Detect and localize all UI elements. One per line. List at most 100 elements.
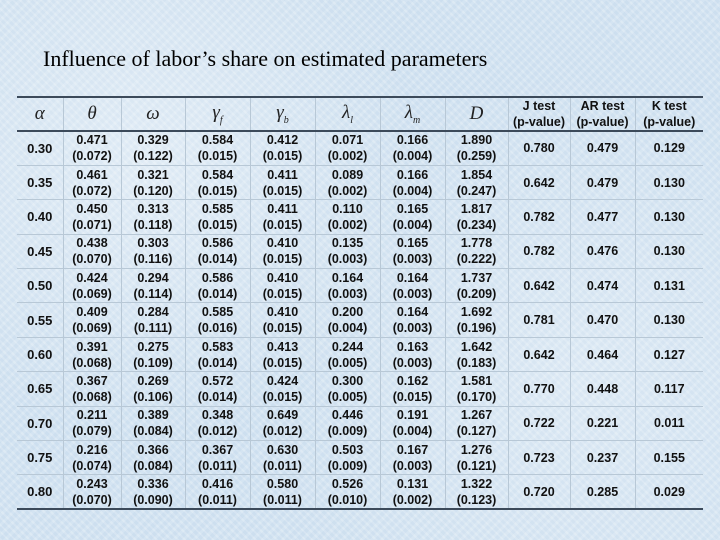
gamma-b-cell: 0.412 (0.015) xyxy=(249,131,316,166)
ar-test-cell: 0.479 xyxy=(569,165,636,200)
header-j-test: J test (p-value) xyxy=(507,97,571,131)
k-test-cell: 0.131 xyxy=(634,268,703,303)
k-test-cell: 0.130 xyxy=(634,199,703,235)
k-test-cell: 0.129 xyxy=(634,131,703,166)
lambda-l-cell: 0.071 (0.002) xyxy=(314,131,381,166)
k-test-cell: 0.130 xyxy=(634,302,703,338)
lambda-m-cell: 0.167 (0.003) xyxy=(379,440,446,475)
alpha-cell: 0.50 xyxy=(17,268,64,303)
d-cell: 1.737 (0.209) xyxy=(444,268,509,303)
lambda-l-cell: 0.526 (0.010) xyxy=(314,474,381,510)
gamma-b-cell: 0.410 (0.015) xyxy=(249,234,316,269)
ar-test-cell: 0.464 xyxy=(569,337,636,372)
gamma-f-cell: 0.367 (0.011) xyxy=(184,440,251,475)
table-row: 0.75 0.216 (0.074) 0.366 (0.084) 0.367 (0.0… xyxy=(17,440,703,475)
j-test-cell: 0.782 xyxy=(507,234,571,269)
theta-cell: 0.461 (0.072) xyxy=(62,165,122,200)
header-gamma-b: γb xyxy=(249,97,316,131)
omega-cell: 0.269 (0.106) xyxy=(120,371,186,407)
j-test-cell: 0.723 xyxy=(507,440,571,475)
lambda-m-cell: 0.165 (0.004) xyxy=(379,199,446,235)
gamma-b-cell: 0.413 (0.015) xyxy=(249,337,316,372)
alpha-cell: 0.45 xyxy=(17,234,64,269)
omega-cell: 0.329 (0.122) xyxy=(120,131,186,166)
d-cell: 1.322 (0.123) xyxy=(444,474,509,510)
lambda-m-cell: 0.163 (0.003) xyxy=(379,337,446,372)
gamma-f-cell: 0.416 (0.011) xyxy=(184,474,251,510)
header-lambda-l: λl xyxy=(314,97,381,131)
gamma-b-cell: 0.424 (0.015) xyxy=(249,371,316,407)
theta-cell: 0.243 (0.070) xyxy=(62,474,122,510)
theta-cell: 0.409 (0.069) xyxy=(62,302,122,338)
alpha-cell: 0.60 xyxy=(17,337,64,372)
lambda-m-cell: 0.131 (0.002) xyxy=(379,474,446,510)
d-cell: 1.276 (0.121) xyxy=(444,440,509,475)
ar-test-cell: 0.221 xyxy=(569,406,636,441)
ar-test-cell: 0.237 xyxy=(569,440,636,475)
lambda-l-cell: 0.200 (0.004) xyxy=(314,302,381,338)
k-test-cell: 0.011 xyxy=(634,406,703,441)
header-k-test: K test (p-value) xyxy=(634,97,703,131)
gamma-b-cell: 0.630 (0.011) xyxy=(249,440,316,475)
gamma-f-cell: 0.584 (0.015) xyxy=(184,165,251,200)
table-row: 0.60 0.391 (0.068) 0.275 (0.109) 0.583 (0.0… xyxy=(17,337,703,372)
header-lambda-m: λm xyxy=(379,97,446,131)
lambda-m-cell: 0.166 (0.004) xyxy=(379,131,446,166)
omega-cell: 0.389 (0.084) xyxy=(120,406,186,441)
alpha-cell: 0.30 xyxy=(17,131,64,166)
alpha-cell: 0.80 xyxy=(17,474,64,510)
lambda-l-cell: 0.089 (0.002) xyxy=(314,165,381,200)
omega-cell: 0.275 (0.109) xyxy=(120,337,186,372)
j-test-cell: 0.782 xyxy=(507,199,571,235)
k-test-cell: 0.029 xyxy=(634,474,703,510)
gamma-b-cell: 0.411 (0.015) xyxy=(249,165,316,200)
d-cell: 1.817 (0.234) xyxy=(444,199,509,235)
d-cell: 1.692 (0.196) xyxy=(444,302,509,338)
gamma-f-cell: 0.584 (0.015) xyxy=(184,131,251,166)
table-row: 0.65 0.367 (0.068) 0.269 (0.106) 0.572 (0.0… xyxy=(17,371,703,407)
theta-cell: 0.450 (0.071) xyxy=(62,199,122,235)
ar-test-cell: 0.479 xyxy=(569,131,636,166)
d-cell: 1.642 (0.183) xyxy=(444,337,509,372)
ar-test-cell: 0.285 xyxy=(569,474,636,510)
slide-title: Influence of labor’s share on estimated … xyxy=(43,46,488,71)
omega-cell: 0.321 (0.120) xyxy=(120,165,186,200)
j-test-cell: 0.720 xyxy=(507,474,571,510)
gamma-f-cell: 0.348 (0.012) xyxy=(184,406,251,441)
lambda-m-cell: 0.164 (0.003) xyxy=(379,302,446,338)
d-cell: 1.890 (0.259) xyxy=(444,131,509,166)
lambda-m-cell: 0.165 (0.003) xyxy=(379,234,446,269)
table-row: 0.35 0.461 (0.072) 0.321 (0.120) 0.584 (0.0… xyxy=(17,165,703,200)
gamma-b-cell: 0.410 (0.015) xyxy=(249,268,316,303)
theta-cell: 0.211 (0.079) xyxy=(62,406,122,441)
d-cell: 1.267 (0.127) xyxy=(444,406,509,441)
gamma-b-cell: 0.410 (0.015) xyxy=(249,302,316,338)
k-test-cell: 0.130 xyxy=(634,165,703,200)
parameters-table: α θ ω γf γb λl λm D J test (p-value) AR t… xyxy=(17,96,703,510)
gamma-f-cell: 0.572 (0.014) xyxy=(184,371,251,407)
alpha-cell: 0.35 xyxy=(17,165,64,200)
gamma-f-cell: 0.583 (0.014) xyxy=(184,337,251,372)
gamma-b-cell: 0.649 (0.012) xyxy=(249,406,316,441)
lambda-m-cell: 0.162 (0.015) xyxy=(379,371,446,407)
omega-cell: 0.294 (0.114) xyxy=(120,268,186,303)
ar-test-cell: 0.448 xyxy=(569,371,636,407)
gamma-b-cell: 0.580 (0.011) xyxy=(249,474,316,510)
k-test-cell: 0.130 xyxy=(634,234,703,269)
alpha-cell: 0.70 xyxy=(17,406,64,441)
gamma-f-cell: 0.586 (0.014) xyxy=(184,268,251,303)
d-cell: 1.581 (0.170) xyxy=(444,371,509,407)
j-test-cell: 0.642 xyxy=(507,268,571,303)
ar-test-cell: 0.476 xyxy=(569,234,636,269)
d-cell: 1.854 (0.247) xyxy=(444,165,509,200)
header-alpha: α xyxy=(17,97,64,131)
lambda-m-cell: 0.164 (0.003) xyxy=(379,268,446,303)
lambda-l-cell: 0.135 (0.003) xyxy=(314,234,381,269)
j-test-cell: 0.770 xyxy=(507,371,571,407)
theta-cell: 0.391 (0.068) xyxy=(62,337,122,372)
header-gamma-f: γf xyxy=(184,97,251,131)
table-row: 0.70 0.211 (0.079) 0.389 (0.084) 0.348 (0.0… xyxy=(17,406,703,441)
lambda-l-cell: 0.110 (0.002) xyxy=(314,199,381,235)
header-row: α θ ω γf γb λl λm D J test (p-value) AR t… xyxy=(17,97,703,131)
ar-test-cell: 0.470 xyxy=(569,302,636,338)
